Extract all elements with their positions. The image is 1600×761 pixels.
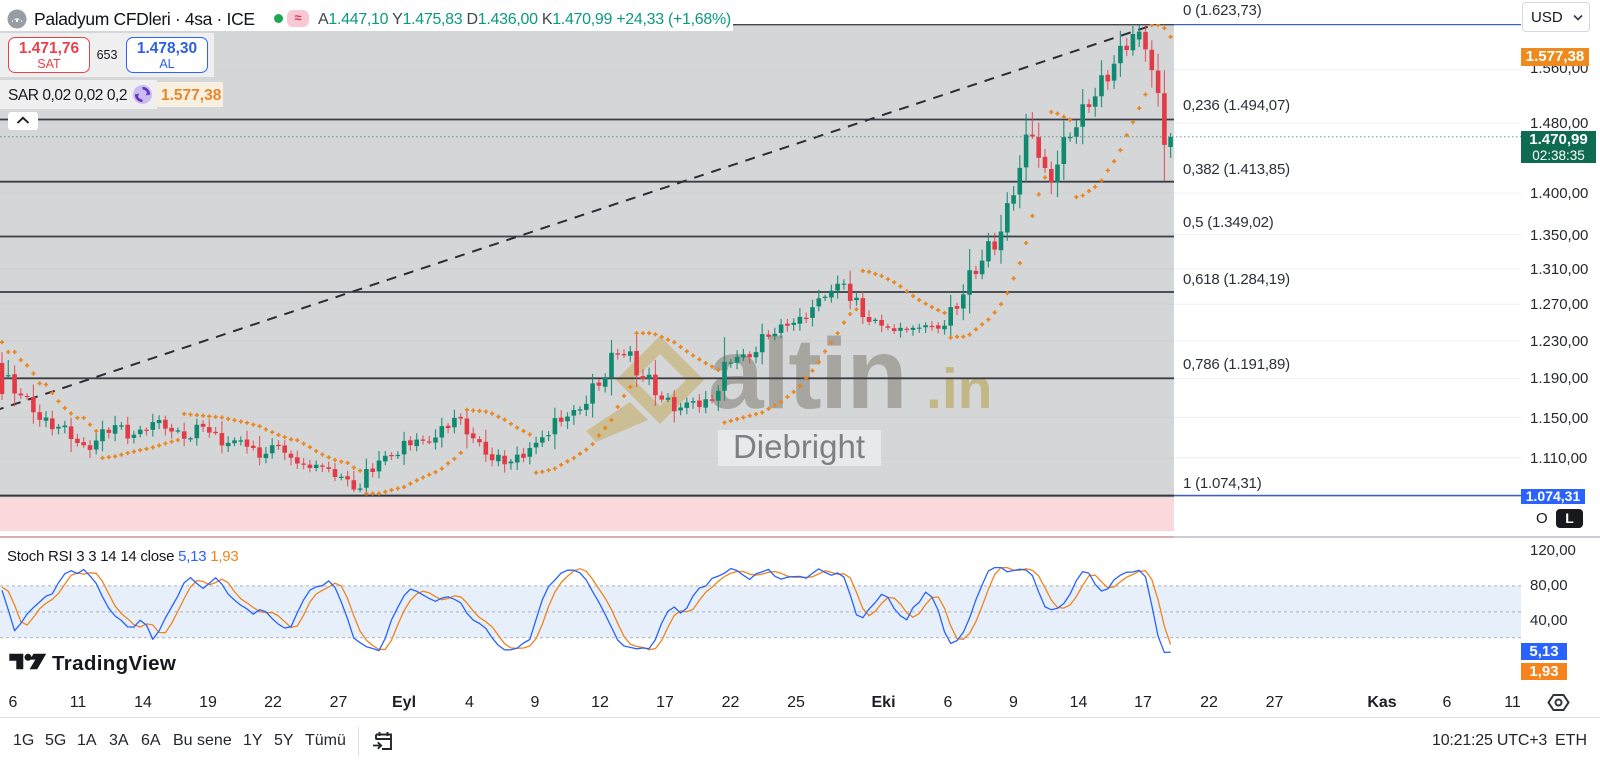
svg-text:altin: altin <box>708 318 906 430</box>
svg-text:Diebright: Diebright <box>733 428 865 465</box>
svg-text:.in: .in <box>926 357 993 421</box>
